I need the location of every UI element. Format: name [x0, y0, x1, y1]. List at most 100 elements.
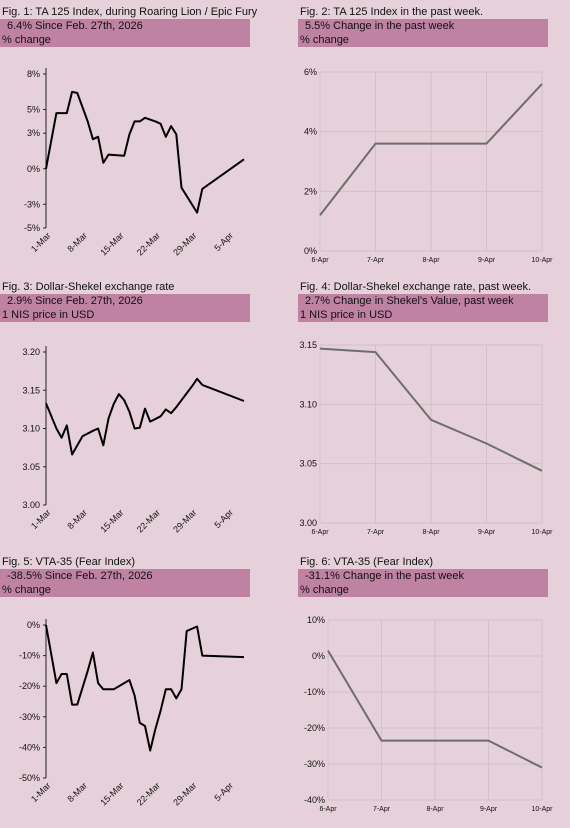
y-tick-label: 3.15: [22, 385, 40, 395]
figure-title: Fig. 2: TA 125 Index in the past week.: [300, 6, 484, 18]
line-chart: 0% -10% -20% -30% -40% -50%1-Mar 8-Mar 15-Mar 22…: [19, 619, 245, 808]
line-chart: 6% 4% 2% 0%6-Apr 7-Apr 8-Apr 9-Apr 10-Apr: [304, 67, 553, 264]
x-tick-label: 8-Apr: [422, 257, 440, 264]
x-tick-label: 8-Apr: [426, 806, 444, 813]
y-tick-label: -20%: [19, 681, 40, 691]
y-tick-label: 3.15: [299, 340, 317, 350]
y-tick-label: -3%: [24, 199, 40, 209]
x-tick-label: 8-Mar: [65, 780, 89, 804]
stat-header: 6.4% Since Feb. 27th, 2026 % change: [0, 19, 250, 47]
y-tick-label: -40%: [19, 742, 40, 752]
y-tick-label: 5%: [27, 105, 40, 115]
y-tick-label: 8%: [27, 69, 40, 79]
x-tick-label: 15-Mar: [98, 780, 125, 807]
unit-label: 1 NIS price in USD: [300, 309, 393, 321]
x-tick-label: 5-Apr: [212, 230, 235, 253]
x-tick-label: 6-Apr: [319, 806, 337, 813]
y-tick-label: 0%: [312, 651, 325, 661]
x-tick-label: 29-Mar: [171, 230, 198, 257]
x-tick-label: 9-Apr: [480, 806, 498, 813]
x-tick-label: 5-Apr: [212, 507, 235, 530]
figure-title: Fig. 5: VTA-35 (Fear Index): [2, 556, 136, 568]
stat-header: 2.7% Change in Shekel's Value, past week…: [298, 294, 548, 322]
chart-area: 3.15 3.10 3.05 3.00 6-Apr 7-Apr 8-Apr 9-Apr 10-A…: [298, 325, 570, 553]
x-tick-label: 10-Apr: [531, 806, 553, 813]
y-tick-label: 2%: [304, 186, 317, 196]
y-tick-label: -30%: [304, 759, 325, 769]
x-tick-label: 9-Apr: [478, 529, 496, 536]
stat-value: 2.9% Since Feb. 27th, 2026: [7, 295, 143, 307]
stat-header: 2.9% Since Feb. 27th, 2026 1 NIS price i…: [0, 294, 250, 322]
y-tick-label: 3.05: [299, 459, 317, 469]
x-tick-label: 22-Mar: [135, 507, 162, 534]
chart-area: 3.20 3.15 3.10 3.05 3.00 1-Mar 8-Mar 15-Mar 22-M…: [0, 325, 282, 553]
unit-label: % change: [300, 34, 349, 46]
x-tick-label: 1-Mar: [29, 780, 53, 804]
figure-5: Fig. 5: VTA-35 (Fear Index) -38.5% Since…: [0, 556, 282, 828]
x-tick-label: 9-Apr: [478, 257, 496, 264]
series-line: [45, 90, 245, 214]
figure-1: Fig. 1: TA 125 Index, during Roaring Lio…: [0, 6, 282, 278]
figure-title: Fig. 3: Dollar-Shekel exchange rate: [2, 281, 175, 293]
x-tick-label: 1-Mar: [29, 507, 53, 531]
chart-area: 0% -10% -20% -30% -40% -50% 1-Mar 8-Mar 15-Mar 22…: [0, 600, 282, 828]
stat-value: 2.7% Change in Shekel's Value, past week: [305, 295, 514, 307]
x-tick-label: 5-Apr: [212, 780, 235, 803]
x-tick-label: 10-Apr: [531, 529, 553, 536]
unit-label: % change: [2, 34, 51, 46]
chart-area: 6% 4% 2% 0% 6-Apr 7-Apr 8-Apr 9-Apr 10-Apr: [298, 50, 570, 278]
x-tick-label: 29-Mar: [171, 780, 198, 807]
series-line: [45, 624, 245, 752]
figure-4: Fig. 4: Dollar-Shekel exchange rate, pas…: [298, 281, 570, 553]
y-tick-label: -50%: [19, 773, 40, 783]
stat-value: 6.4% Since Feb. 27th, 2026: [7, 20, 143, 32]
line-chart: 3.15 3.10 3.05 3.006-Apr 7-Apr 8-Apr 9-Apr 10-A…: [299, 340, 553, 536]
x-tick-label: 10-Apr: [531, 257, 553, 264]
x-tick-label: 29-Mar: [171, 507, 198, 534]
x-tick-label: 8-Mar: [65, 230, 89, 254]
y-tick-label: -30%: [19, 712, 40, 722]
x-tick-label: 22-Mar: [135, 230, 162, 257]
x-tick-label: 1-Mar: [29, 230, 53, 254]
series-line: [327, 650, 543, 769]
y-tick-label: 4%: [304, 127, 317, 137]
stat-header: -31.1% Change in the past week % change: [298, 569, 548, 597]
stat-value: -31.1% Change in the past week: [305, 570, 464, 582]
unit-label: 1 NIS price in USD: [2, 309, 95, 321]
series-line: [319, 347, 543, 472]
unit-label: % change: [300, 584, 349, 596]
figure-title: Fig. 6: VTA-35 (Fear Index): [300, 556, 434, 568]
line-chart: 8% 5% 3% 0% -3% -5%1-Mar 8-Mar 15-Mar 22-Mar 29-M…: [24, 68, 245, 258]
y-tick-label: 3.20: [22, 347, 40, 357]
x-tick-label: 15-Mar: [98, 230, 125, 257]
stat-value: 5.5% Change in the past week: [305, 20, 455, 32]
figure-2: Fig. 2: TA 125 Index in the past week. 5…: [298, 6, 570, 278]
y-tick-label: 3.10: [299, 399, 317, 409]
x-tick-label: 7-Apr: [373, 806, 391, 813]
chart-area: 8% 5% 3% 0% -3% -5% 1-Mar 8-Mar 15-Mar 22-Mar 29-M…: [0, 50, 282, 278]
figure-6: Fig. 6: VTA-35 (Fear Index) -31.1% Chang…: [298, 556, 570, 828]
x-tick-label: 7-Apr: [367, 257, 385, 264]
y-tick-label: 0%: [27, 164, 40, 174]
y-tick-label: 10%: [307, 615, 325, 625]
y-tick-label: -20%: [304, 723, 325, 733]
y-tick-label: -10%: [304, 687, 325, 697]
series-line: [319, 83, 543, 216]
line-chart: 10% 0% -10% -20% -30% -40%6-Apr 7-Apr 8-Apr 9-Ap…: [304, 615, 553, 813]
y-tick-label: 3.10: [22, 424, 40, 434]
figure-title: Fig. 4: Dollar-Shekel exchange rate, pas…: [300, 281, 532, 293]
stat-header: 5.5% Change in the past week % change: [298, 19, 548, 47]
y-tick-label: -5%: [24, 223, 40, 233]
x-tick-label: 8-Mar: [65, 507, 89, 531]
x-tick-label: 6-Apr: [311, 257, 329, 264]
x-tick-label: 6-Apr: [311, 529, 329, 536]
y-tick-label: 0%: [27, 620, 40, 630]
unit-label: % change: [2, 584, 51, 596]
stat-header: -38.5% Since Feb. 27th, 2026 % change: [0, 569, 250, 597]
x-tick-label: 22-Mar: [135, 780, 162, 807]
y-tick-label: -10%: [19, 651, 40, 661]
y-tick-label: 3.05: [22, 462, 40, 472]
y-tick-label: 3.00: [22, 500, 40, 510]
figure-title: Fig. 1: TA 125 Index, during Roaring Lio…: [2, 6, 258, 18]
y-tick-label: 0%: [304, 246, 317, 256]
